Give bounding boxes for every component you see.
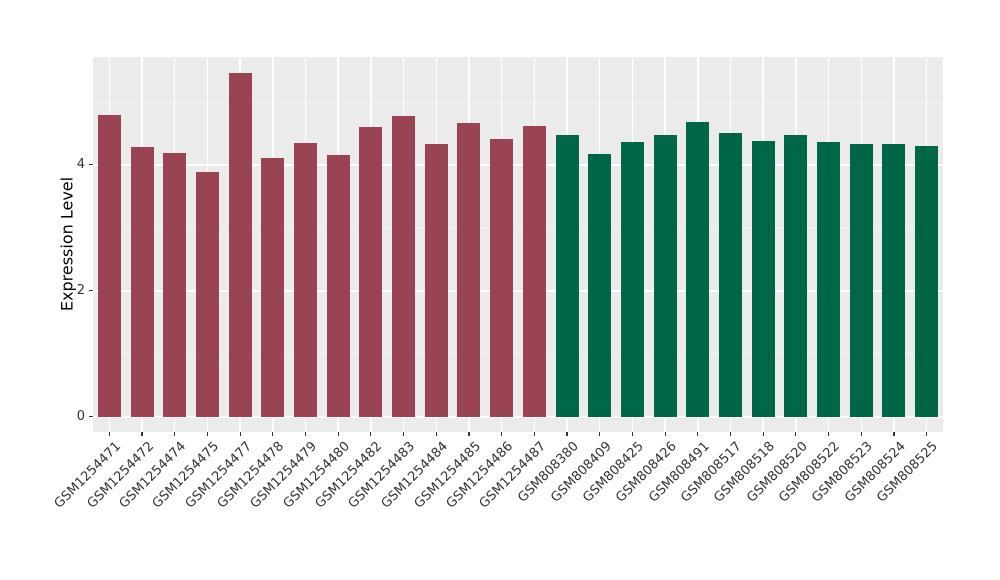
- bar-GSM808518: [751, 141, 775, 417]
- gridline-minor: [93, 227, 943, 229]
- plot-panel: [93, 57, 943, 432]
- x-tick-mark: [762, 432, 764, 436]
- x-tick-mark: [435, 432, 437, 436]
- bar-GSM808425: [620, 142, 644, 417]
- y-tick-label: 0: [76, 408, 85, 424]
- x-tick-mark: [239, 432, 241, 436]
- x-tick-mark: [631, 432, 633, 436]
- x-tick-mark: [860, 432, 862, 436]
- bar-GSM1254486: [490, 139, 514, 417]
- bar-GSM808520: [784, 134, 808, 417]
- x-tick-mark: [697, 432, 699, 436]
- bar-GSM1254480: [326, 154, 350, 417]
- bar-GSM1254475: [195, 171, 219, 417]
- x-tick-mark: [108, 432, 110, 436]
- x-tick-mark: [893, 432, 895, 436]
- x-tick-mark: [272, 432, 274, 436]
- x-tick-mark: [206, 432, 208, 436]
- y-tick-mark: [89, 415, 93, 418]
- bar-GSM1254484: [424, 144, 448, 417]
- y-tick-label: 4: [76, 156, 85, 172]
- x-tick-mark: [827, 432, 830, 436]
- bar-GSM1254487: [522, 125, 546, 417]
- bar-GSM808409: [588, 153, 612, 417]
- bar-GSM1254478: [261, 157, 285, 417]
- bar-GSM1254479: [294, 142, 317, 417]
- bar-GSM1254471: [97, 115, 121, 417]
- x-tick-mark: [599, 432, 601, 436]
- x-tick-mark: [468, 432, 470, 436]
- x-tick-mark: [174, 432, 176, 436]
- bar-GSM808522: [817, 142, 841, 417]
- bar-GSM1254483: [392, 115, 416, 417]
- x-tick-mark: [926, 432, 928, 436]
- x-tick-mark: [402, 432, 405, 436]
- gridline-minor: [93, 101, 943, 103]
- x-tick-mark: [533, 432, 535, 436]
- x-tick-mark: [501, 432, 503, 436]
- bar-GSM808523: [849, 144, 873, 417]
- y-tick-mark: [89, 290, 93, 292]
- bar-GSM808426: [653, 134, 677, 417]
- gridline-major: [93, 289, 943, 292]
- y-tick-label: 2: [76, 282, 85, 298]
- x-tick-mark: [664, 432, 666, 436]
- x-tick-mark: [337, 432, 339, 436]
- bar-GSM1254472: [130, 146, 154, 417]
- gridline-minor: [93, 353, 943, 355]
- bar-GSM808380: [555, 134, 579, 417]
- bar-GSM808524: [882, 144, 906, 417]
- bar-GSM808491: [686, 122, 710, 417]
- x-tick-mark: [566, 432, 568, 436]
- bar-GSM1254474: [163, 152, 187, 417]
- bar-GSM1254482: [359, 127, 383, 417]
- x-tick-mark: [729, 432, 732, 436]
- gridline-major: [93, 415, 943, 418]
- bar-GSM1254485: [457, 122, 481, 417]
- x-tick-mark: [141, 432, 143, 436]
- x-tick-mark: [795, 432, 797, 436]
- x-tick-mark: [370, 432, 372, 436]
- bar-GSM808517: [719, 132, 742, 417]
- gridline-major: [93, 163, 943, 166]
- bar-GSM808525: [915, 146, 939, 417]
- x-tick-mark: [304, 432, 307, 436]
- y-tick-mark: [89, 164, 93, 166]
- bar-GSM1254477: [228, 73, 252, 417]
